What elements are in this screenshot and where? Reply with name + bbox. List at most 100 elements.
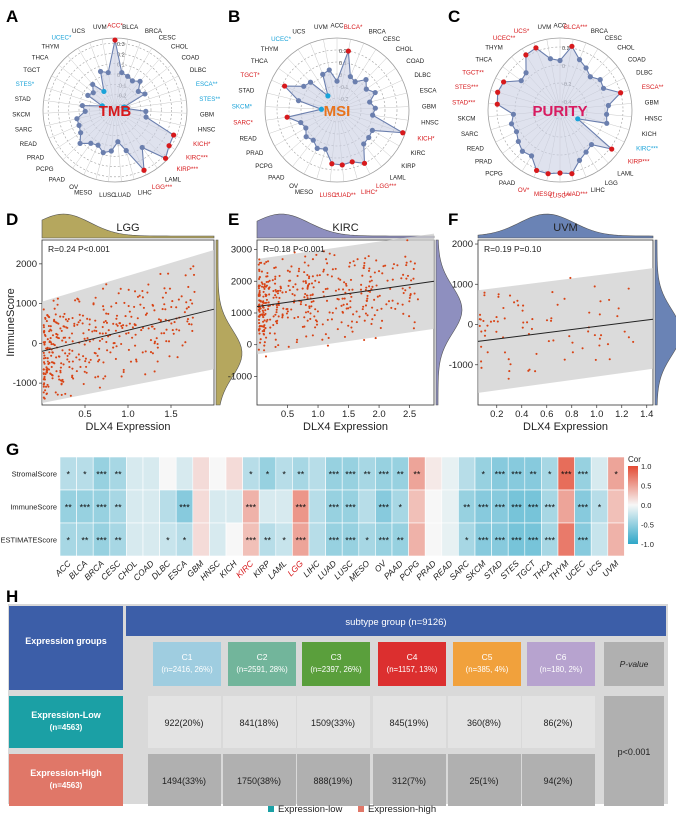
scatter-point xyxy=(107,335,110,338)
heatmap-legend-title: Cor xyxy=(628,455,641,464)
scatter-point xyxy=(47,385,50,388)
radar-axis-label: CHOL xyxy=(617,45,635,52)
table-cell xyxy=(373,754,446,806)
scatter-point xyxy=(632,340,635,343)
scatter-point xyxy=(66,354,69,357)
radar-point xyxy=(369,127,375,133)
heatmap-star: *** xyxy=(345,536,356,546)
scatter-point xyxy=(64,341,67,344)
scatter-point xyxy=(128,322,131,325)
scatter-point xyxy=(167,272,170,275)
radar-point xyxy=(597,77,603,83)
scatter-point xyxy=(416,298,419,301)
radar-point xyxy=(519,148,526,154)
radar-point xyxy=(547,56,554,62)
scatter-point xyxy=(301,325,304,328)
scatter-point xyxy=(385,303,388,306)
scatter-point xyxy=(257,263,260,266)
radar-axis-label: LUAD** xyxy=(334,192,356,199)
scatter-point xyxy=(82,355,85,358)
heatmap-star: * xyxy=(83,470,87,480)
scatter-point xyxy=(48,330,51,333)
scatter-point xyxy=(272,323,275,327)
scatter-point xyxy=(134,333,137,336)
scatter-point xyxy=(56,297,59,300)
radar-axis-label: OV* xyxy=(518,187,530,194)
scatter-point xyxy=(62,315,65,318)
radar-point xyxy=(523,70,529,76)
scatter-point xyxy=(43,397,46,400)
scatter-point xyxy=(272,290,275,293)
scatter-point xyxy=(263,262,266,265)
scatter-point xyxy=(127,288,130,291)
scatter-point xyxy=(75,356,78,359)
scatter-point xyxy=(307,277,311,280)
scatter-point xyxy=(377,270,381,273)
scatter-point xyxy=(47,368,51,371)
scatter-point xyxy=(84,357,87,360)
scatter-point xyxy=(64,392,67,395)
radar-point xyxy=(583,65,589,71)
scatter-point xyxy=(330,275,333,278)
legend-label: Expression-low xyxy=(278,804,343,815)
scatter-point xyxy=(59,369,62,372)
scatter-point xyxy=(303,271,306,274)
scatter-point xyxy=(344,291,347,294)
radar-axis-label: BLCA* xyxy=(344,24,363,31)
scatter-point xyxy=(336,328,339,331)
scatter-point xyxy=(322,270,325,273)
radar-axis-label: LUAD xyxy=(114,192,131,199)
scatter-point xyxy=(262,290,265,293)
scatter-point xyxy=(368,280,371,283)
regression-line xyxy=(256,280,435,308)
scatter-point xyxy=(164,291,167,294)
scatter-point xyxy=(483,334,487,337)
scatter-point xyxy=(274,289,277,292)
scatter-point xyxy=(88,318,91,321)
radar-axis-label: LUSC* xyxy=(319,192,339,199)
heatmap-cell xyxy=(126,489,144,524)
scatter-point xyxy=(114,357,117,360)
heatmap-cell xyxy=(142,522,160,557)
scatter-point xyxy=(312,286,315,289)
y-axis-label: ImmuneScore xyxy=(5,288,17,356)
scatter-point xyxy=(86,317,89,320)
scatter-point xyxy=(264,293,267,296)
y-tick-label: -1000 xyxy=(13,378,37,389)
scatter-point xyxy=(122,324,125,327)
x-tick-label: 1.0 xyxy=(590,409,603,420)
scatter-point xyxy=(87,328,90,331)
scatter-point xyxy=(125,324,128,327)
scatter-point xyxy=(522,304,525,307)
scatter-point xyxy=(359,288,363,291)
radar-point xyxy=(295,98,302,104)
scatter-point xyxy=(79,365,82,369)
scatter-point xyxy=(130,315,133,318)
scatter-point xyxy=(114,329,117,332)
scatter-point xyxy=(342,303,345,306)
radar-point xyxy=(533,167,540,174)
heatmap-star: *** xyxy=(345,503,356,513)
scatter-point xyxy=(599,300,602,303)
radar-axis-label: BRCA xyxy=(591,28,609,35)
heatmap-cell xyxy=(209,489,227,524)
radar-axis-label: LIHC* xyxy=(361,189,378,196)
scatter-point xyxy=(81,322,84,325)
scatter-point xyxy=(406,239,409,242)
scatter-point xyxy=(355,321,358,324)
scatter-point xyxy=(262,320,265,323)
scatter-point xyxy=(486,351,489,354)
scatter-point xyxy=(131,326,134,329)
scatter-point xyxy=(480,330,483,333)
scatter-point xyxy=(131,336,134,339)
heatmap-cell xyxy=(308,489,326,524)
radar-point xyxy=(284,114,290,120)
scatter-point xyxy=(102,361,105,364)
scatter-point xyxy=(161,296,164,299)
scatter-point xyxy=(396,264,399,267)
scatter-point xyxy=(304,255,307,258)
scatter-point xyxy=(310,300,313,304)
scatter-point xyxy=(311,258,314,261)
scatter-point xyxy=(85,365,88,368)
scatter-point xyxy=(508,294,512,297)
